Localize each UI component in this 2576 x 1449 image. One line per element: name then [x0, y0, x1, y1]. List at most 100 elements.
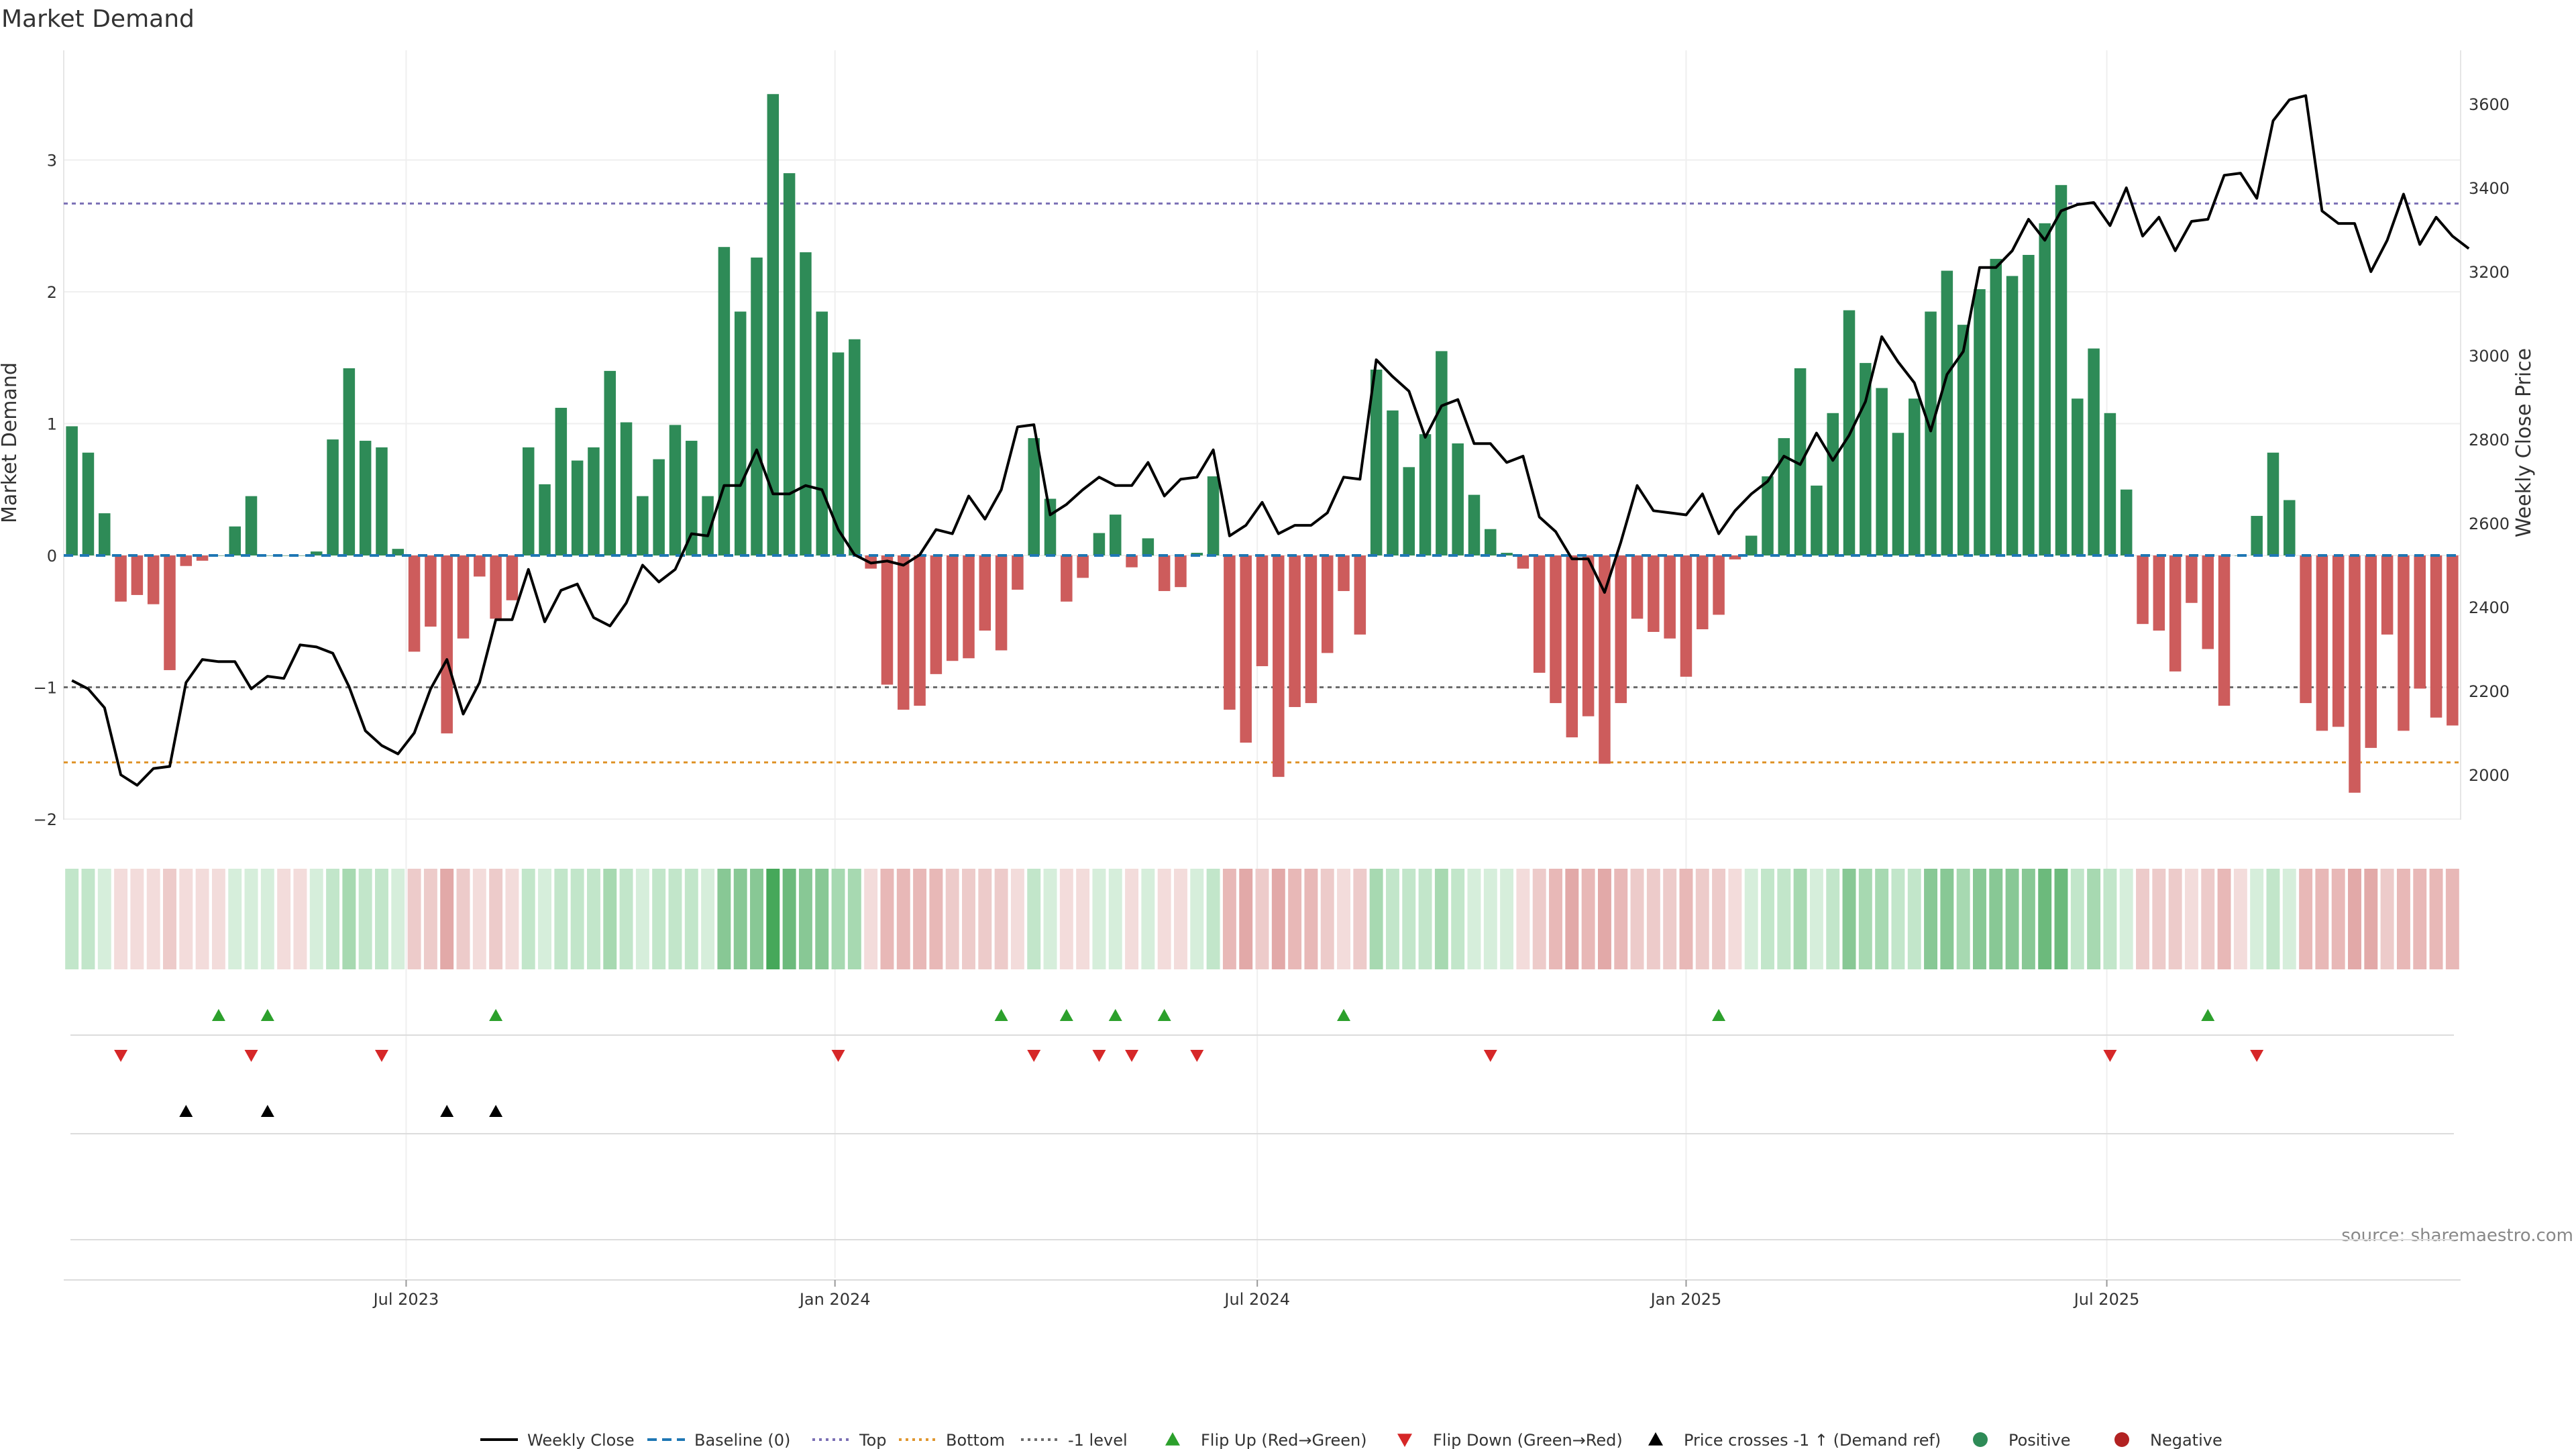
- strip-cell-115: [1940, 869, 1954, 969]
- strip-cell-96: [1630, 869, 1644, 969]
- strip-cell-124: [2087, 869, 2101, 969]
- strip-cell-62: [1076, 869, 1090, 969]
- strip-cell-30: [554, 869, 568, 969]
- strip-cell-33: [603, 869, 617, 969]
- strip-cell-74: [1271, 869, 1285, 969]
- demand-bar-42: [751, 257, 763, 555]
- x-axis: Jul 2023 Jan 2024 Jul 2024 Jan 2025 Jul 2025: [64, 1279, 2461, 1309]
- flip-up-marker-4: [1059, 1009, 1073, 1021]
- strip-cell-47: [831, 869, 845, 969]
- demand-bar-79: [1354, 555, 1366, 635]
- strip-cell-82: [1402, 869, 1416, 969]
- demand-bar-39: [702, 496, 714, 555]
- demand-bar-46: [816, 311, 828, 555]
- strip-cell-52: [913, 869, 927, 969]
- demand-bar-13: [278, 555, 290, 556]
- demand-bar-10: [229, 526, 241, 555]
- demand-bar-134: [2251, 516, 2263, 555]
- strip-cell-15: [309, 869, 323, 969]
- demand-bar-75: [1289, 555, 1301, 707]
- strip-cell-31: [570, 869, 584, 969]
- demand-bar-127: [2137, 555, 2149, 625]
- demand-bar-74: [1273, 555, 1285, 777]
- strip-cell-88: [1500, 869, 1514, 969]
- strip-cell-86: [1467, 869, 1481, 969]
- strip-cell-92: [1565, 869, 1579, 969]
- demand-bar-77: [1321, 555, 1334, 653]
- flip-down-marker-8: [1483, 1050, 1497, 1062]
- demand-bar-99: [1680, 555, 1693, 677]
- strip-cell-57: [994, 869, 1008, 969]
- demand-bar-20: [392, 549, 405, 555]
- strip-cell-117: [1973, 869, 1986, 969]
- demand-bar-118: [1990, 258, 2002, 555]
- legend-label-8: Positive: [2008, 1431, 2071, 1449]
- flip-up-marker-7: [1337, 1009, 1351, 1021]
- strip-cell-108: [1826, 869, 1840, 969]
- demand-bar-52: [914, 555, 926, 706]
- strip-cell-44: [782, 869, 796, 969]
- strip-cell-41: [733, 869, 747, 969]
- strip-cell-78: [1337, 869, 1350, 969]
- demand-bar-102: [1729, 555, 1741, 559]
- demand-bar-123: [2072, 398, 2084, 555]
- strip-cell-127: [2136, 869, 2149, 969]
- demand-bar-96: [1631, 555, 1644, 619]
- demand-bar-18: [359, 441, 372, 555]
- strip-cell-28: [521, 869, 535, 969]
- strip-cell-32: [586, 869, 600, 969]
- strip-cell-69: [1190, 869, 1204, 969]
- y-tick-right-0: 2000: [2469, 766, 2510, 785]
- y-tick-right-2: 2400: [2469, 598, 2510, 617]
- demand-bar-61: [1061, 555, 1073, 602]
- demand-bar-95: [1615, 555, 1627, 704]
- strip-cell-83: [1418, 869, 1432, 969]
- demand-bar-143: [2398, 555, 2410, 731]
- strip-cell-76: [1304, 869, 1318, 969]
- strip-cell-64: [1108, 869, 1122, 969]
- demand-bar-71: [1224, 555, 1236, 710]
- strip-cell-132: [2217, 869, 2231, 969]
- demand-bar-124: [2088, 348, 2100, 555]
- strip-cell-119: [2005, 869, 2019, 969]
- strip-cell-25: [472, 869, 486, 969]
- demand-bar-119: [2006, 276, 2019, 555]
- demand-bar-28: [522, 447, 535, 555]
- x-tick-label-1: Jan 2024: [798, 1290, 871, 1309]
- price-cross-marker-0: [179, 1105, 193, 1117]
- strip-cell-53: [929, 869, 943, 969]
- demand-bar-122: [2055, 184, 2068, 556]
- strip-cell-6: [163, 869, 176, 969]
- strip-cell-100: [1695, 869, 1709, 969]
- strip-cell-2: [97, 869, 111, 969]
- x-tick-label-3: Jan 2025: [1650, 1290, 1722, 1309]
- demand-bar-43: [767, 94, 780, 555]
- demand-bar-3: [115, 555, 127, 602]
- flip-up-marker-2: [489, 1009, 503, 1021]
- y-tick-right-6: 3200: [2469, 263, 2510, 282]
- demand-bar-132: [2218, 555, 2231, 706]
- demand-bar-90: [1533, 555, 1546, 673]
- demand-bar-8: [196, 555, 209, 561]
- demand-bar-9: [213, 555, 225, 556]
- strip-cell-3: [114, 869, 128, 969]
- strip-cell-143: [2396, 869, 2410, 969]
- price-cross-marker-3: [489, 1105, 503, 1117]
- strip-cell-8: [195, 869, 209, 969]
- demand-bar-68: [1175, 555, 1187, 588]
- strip-cell-116: [1956, 869, 1970, 969]
- flip-up-marker-1: [260, 1009, 274, 1021]
- demand-bar-38: [686, 441, 698, 555]
- strip-cell-99: [1679, 869, 1693, 969]
- demand-bar-37: [669, 425, 682, 555]
- legend-label-4: -1 level: [1068, 1431, 1128, 1449]
- strip-cell-48: [847, 869, 861, 969]
- demand-bar-140: [2349, 555, 2361, 793]
- strip-cell-50: [880, 869, 894, 969]
- strip-cell-94: [1597, 869, 1611, 969]
- strip-cell-18: [358, 869, 372, 969]
- flip-down-marker-7: [1190, 1050, 1204, 1062]
- y-tick-right-7: 3400: [2469, 179, 2510, 198]
- demand-heat-strip: [65, 869, 2459, 969]
